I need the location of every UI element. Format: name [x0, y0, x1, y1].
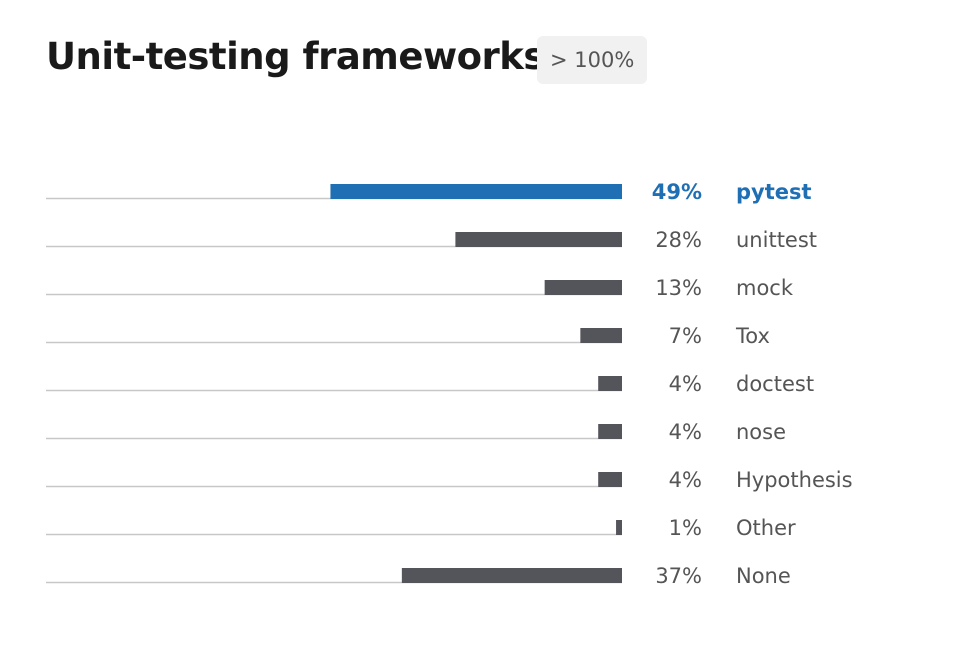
bar [401, 568, 622, 583]
value-label: 4% [669, 468, 702, 492]
total-badge: > 100% [537, 36, 648, 84]
bar [455, 232, 622, 247]
category-label: pytest [736, 180, 812, 204]
bar-row: 4% doctest [46, 372, 814, 396]
category-label: Hypothesis [736, 468, 853, 492]
bar [580, 328, 622, 343]
bar-row: 7% Tox [46, 324, 770, 348]
category-label: mock [736, 276, 794, 300]
category-label: unittest [736, 228, 817, 252]
bar [330, 184, 622, 199]
chart-title: Unit-testing frameworks [46, 35, 545, 78]
bar-row: 1% Other [46, 516, 796, 540]
bar-row: 4% nose [46, 420, 786, 444]
value-label: 4% [669, 420, 702, 444]
bar [598, 424, 622, 439]
bar [598, 472, 622, 487]
category-label: nose [736, 420, 786, 444]
bar [616, 520, 622, 535]
category-label: doctest [736, 372, 814, 396]
bar [544, 280, 622, 295]
bar [598, 376, 622, 391]
bar-row: 49% pytest [46, 180, 812, 204]
category-label: Other [736, 516, 796, 540]
category-label: None [736, 564, 791, 588]
value-label: 1% [669, 516, 702, 540]
value-label: 49% [652, 180, 702, 204]
value-label: 7% [669, 324, 702, 348]
value-label: 28% [655, 228, 702, 252]
value-label: 4% [669, 372, 702, 396]
value-label: 13% [655, 276, 702, 300]
bar-row: 4% Hypothesis [46, 468, 853, 492]
category-label: Tox [735, 324, 770, 348]
bar-row: 28% unittest [46, 228, 817, 252]
bar-row: 37% None [46, 564, 791, 588]
value-label: 37% [655, 564, 702, 588]
bar-row: 13% mock [46, 276, 794, 300]
